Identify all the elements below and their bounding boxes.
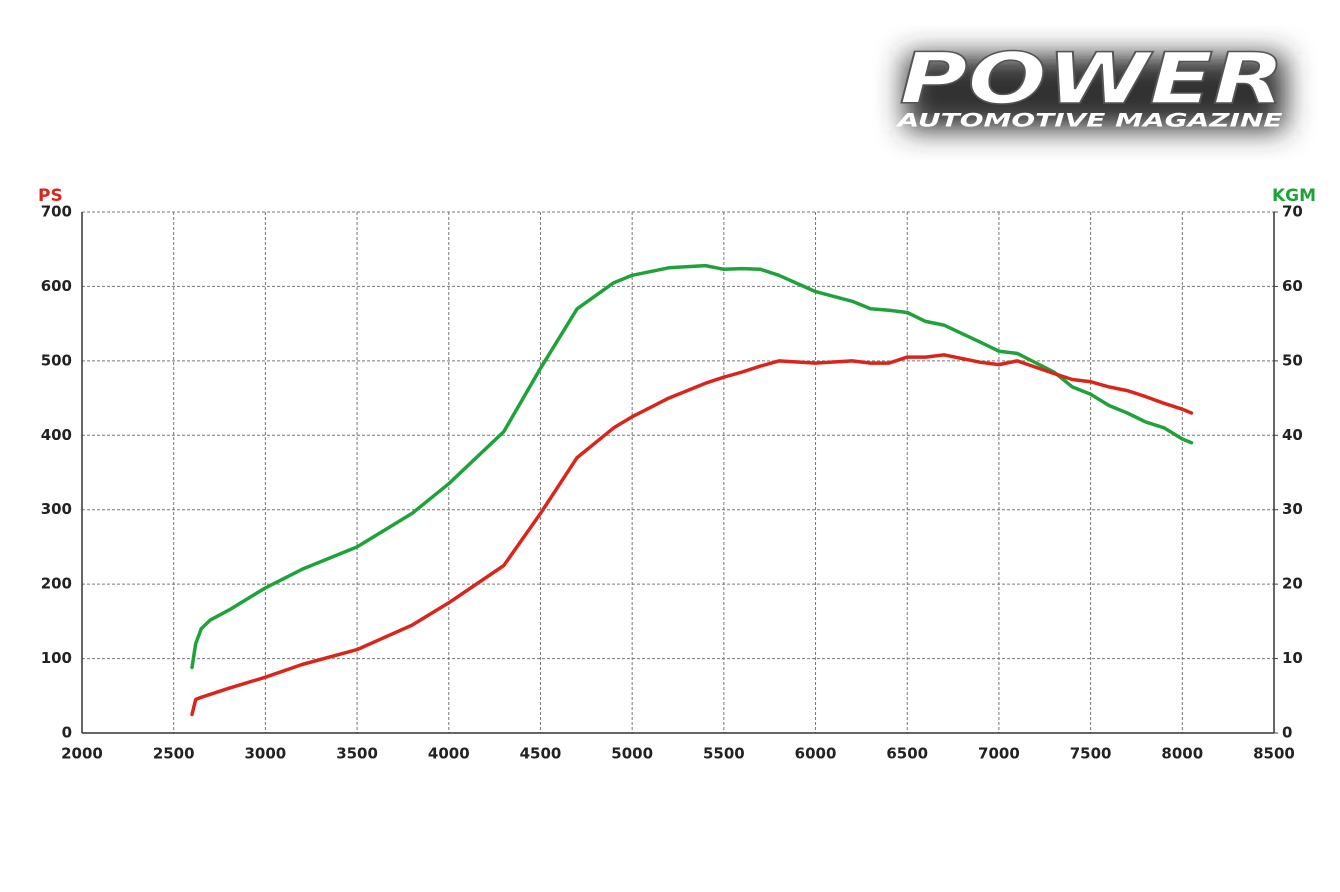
y-tick-label: 500 [41, 351, 72, 369]
y2-tick-label: 40 [1282, 426, 1303, 444]
logo-subtitle: AUTOMOTIVE MAGAZINE [895, 110, 1283, 132]
y-tick-label: 0 [62, 724, 72, 742]
y2-tick-label: 60 [1282, 277, 1303, 295]
y-tick-label: 200 [41, 575, 72, 593]
y2-axis-label: KGM [1272, 186, 1316, 206]
y2-tick-label: 50 [1282, 351, 1303, 369]
data-line [190, 353, 1194, 717]
x-tick-label: 7500 [1070, 745, 1112, 763]
y-tick-label: 400 [41, 426, 72, 444]
data-line [190, 263, 1194, 670]
x-tick-label: 8500 [1253, 745, 1295, 763]
y-tick-label: 700 [41, 203, 72, 221]
x-tick-label: 5500 [703, 745, 745, 763]
x-tick-label: 8000 [1161, 745, 1203, 763]
x-tick-label: 5000 [611, 745, 653, 763]
y2-tick-label: 70 [1282, 203, 1303, 221]
x-tick-label: 3500 [336, 745, 378, 763]
logo-title: POWER [900, 38, 1285, 120]
x-tick-label: 6000 [795, 745, 837, 763]
logo: POWER AUTOMOTIVE MAGAZINE [895, 37, 1286, 132]
x-tick-label: 7000 [978, 745, 1020, 763]
y2-tick-label: 30 [1282, 500, 1303, 518]
y-tick-label: 600 [41, 277, 72, 295]
x-tick-label: 4000 [428, 745, 470, 763]
y2-tick-label: 10 [1282, 649, 1303, 667]
y-tick-label: 300 [41, 500, 72, 518]
y2-tick-label: 20 [1282, 575, 1303, 593]
x-tick-label: 2000 [61, 745, 103, 763]
x-tick-label: 2500 [153, 745, 195, 763]
y-axis-label: PS [38, 186, 63, 206]
x-tick-label: 4500 [520, 745, 562, 763]
y2-tick-label: 0 [1282, 724, 1292, 742]
x-tick-label: 6500 [886, 745, 928, 763]
x-tick-label: 3000 [245, 745, 287, 763]
y-tick-label: 100 [41, 649, 72, 667]
logo-shadow [905, 55, 1285, 130]
